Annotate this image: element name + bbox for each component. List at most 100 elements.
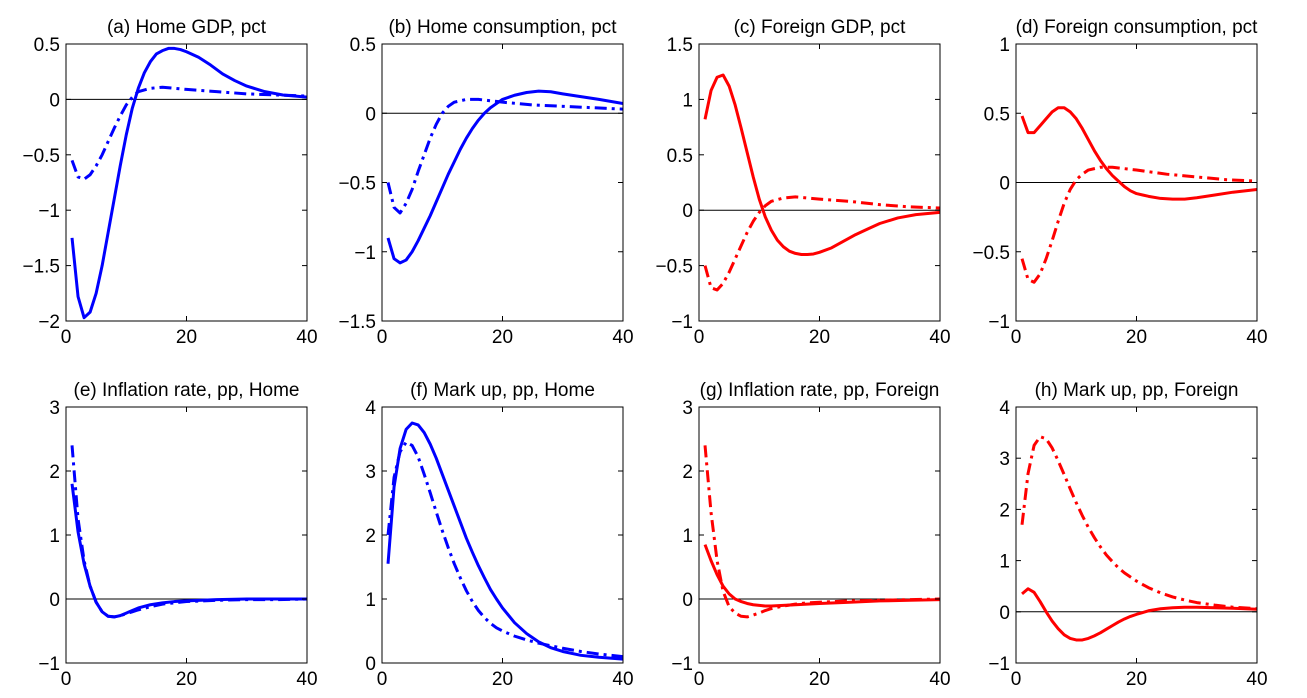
series-line-dashdot xyxy=(70,85,307,181)
x-tick-label: 0 xyxy=(61,327,72,348)
y-tick-label: −1.5 xyxy=(338,312,376,333)
y-tick-label: −1 xyxy=(671,654,693,675)
axes-frame xyxy=(65,43,308,322)
subplot-f: 0 20 40 0 1 2 3 4 (f) Mark up, pp, Home xyxy=(365,380,633,690)
x-tick-label: 40 xyxy=(1246,669,1267,690)
x-tick-label: 40 xyxy=(929,669,950,690)
series-line-solid xyxy=(703,73,940,257)
y-tick-label: 2 xyxy=(999,500,1010,521)
series-line-solid xyxy=(386,89,623,265)
x-tick-label: 20 xyxy=(176,327,197,348)
y-tick-label: −1 xyxy=(988,654,1010,675)
x-tick-label: 40 xyxy=(612,669,633,690)
series-line-solid xyxy=(70,483,307,619)
y-tick-label: 1 xyxy=(999,35,1010,56)
x-tick-label: 20 xyxy=(809,669,830,690)
series-line-dashdot xyxy=(703,195,940,292)
y-tick-label: 1 xyxy=(682,526,693,547)
y-tick-label: 1 xyxy=(999,552,1010,573)
y-tick-label: 0 xyxy=(49,590,60,611)
x-tick-label: 40 xyxy=(1246,327,1267,348)
subplot-c: 0 20 40 −1 −0.5 0 0.5 1 1.5 (c) Foreign GDP, pct xyxy=(655,17,950,348)
y-tick-label: 0 xyxy=(999,603,1010,624)
y-tick-label: 3 xyxy=(999,449,1010,470)
series-line-dashdot xyxy=(386,97,623,215)
x-tick-label: 0 xyxy=(1011,669,1022,690)
subplot-title: (d) Foreign consumption, pct xyxy=(1016,17,1259,38)
y-tick-label: 2 xyxy=(365,526,376,547)
y-tick-label: 1 xyxy=(49,526,60,547)
x-tick-label: 0 xyxy=(377,327,388,348)
subplot-title: (g) Inflation rate, pp, Foreign xyxy=(700,380,940,401)
series-line-solid xyxy=(1020,106,1257,201)
subplot-a: 0 20 40 −2 −1.5 −1 −0.5 0 0.5 (a) Home GDP, pct xyxy=(22,17,317,348)
axes-frame xyxy=(381,43,624,322)
y-tick-label: 4 xyxy=(365,398,376,419)
y-tick-label: 0.5 xyxy=(350,35,376,56)
subplot-title: (a) Home GDP, pct xyxy=(107,17,267,38)
x-tick-label: 20 xyxy=(1126,327,1147,348)
series-line-dashdot xyxy=(1020,435,1257,611)
series-line-solid xyxy=(70,46,307,320)
x-tick-label: 40 xyxy=(929,327,950,348)
axes-frame xyxy=(698,406,941,664)
subplot-b: 0 20 40 −1.5 −1 −0.5 0 0.5 (b) Home consumption,… xyxy=(338,17,633,348)
x-tick-label: 20 xyxy=(492,327,513,348)
y-tick-label: 0 xyxy=(682,590,693,611)
x-tick-label: 0 xyxy=(694,327,705,348)
y-tick-label: −0.5 xyxy=(972,243,1010,264)
y-tick-label: 1 xyxy=(682,90,693,111)
axes-frame xyxy=(65,406,308,664)
x-tick-label: 0 xyxy=(61,669,72,690)
y-tick-label: −1 xyxy=(354,243,376,264)
y-tick-label: −1.5 xyxy=(22,257,60,278)
y-tick-label: −1 xyxy=(38,654,60,675)
subplot-title: (e) Inflation rate, pp, Home xyxy=(74,380,300,401)
y-tick-label: 3 xyxy=(49,398,60,419)
y-tick-label: 2 xyxy=(682,462,693,483)
subplot-title: (b) Home consumption, pct xyxy=(388,17,617,38)
subplot-title: (f) Mark up, pp, Home xyxy=(410,380,595,401)
series-line-dashdot xyxy=(386,440,623,659)
x-tick-label: 20 xyxy=(492,669,513,690)
subplot-title: (c) Foreign GDP, pct xyxy=(734,17,906,38)
axes-frame xyxy=(698,43,941,322)
y-tick-label: 0 xyxy=(365,104,376,125)
y-tick-label: 3 xyxy=(365,462,376,483)
x-tick-label: 0 xyxy=(377,669,388,690)
x-tick-label: 0 xyxy=(1011,327,1022,348)
series-line-dashdot xyxy=(703,445,940,619)
series-line-solid xyxy=(386,421,623,661)
y-tick-label: 0.5 xyxy=(984,104,1010,125)
x-tick-label: 20 xyxy=(176,669,197,690)
axes-frame xyxy=(381,406,624,664)
y-tick-label: 0.5 xyxy=(34,35,60,56)
subplot-d: 0 20 40 −1 −0.5 0 0.5 1 (d) Foreign consumption,… xyxy=(972,17,1267,348)
series-line-dashdot xyxy=(70,445,307,619)
x-tick-label: 20 xyxy=(1126,669,1147,690)
y-tick-label: −2 xyxy=(38,312,60,333)
y-tick-label: −1 xyxy=(671,312,693,333)
series-line-solid xyxy=(1021,587,1257,642)
y-tick-label: 2 xyxy=(49,462,60,483)
y-tick-label: −1 xyxy=(988,312,1010,333)
y-tick-label: 3 xyxy=(682,398,693,419)
y-tick-label: −0.5 xyxy=(338,174,376,195)
x-tick-label: 40 xyxy=(612,327,633,348)
y-tick-label: 4 xyxy=(999,398,1010,419)
y-tick-label: −0.5 xyxy=(655,257,693,278)
series-line-solid xyxy=(703,544,940,608)
y-tick-label: −0.5 xyxy=(22,146,60,167)
y-tick-label: 0 xyxy=(49,90,60,111)
x-tick-label: 40 xyxy=(296,327,317,348)
x-tick-label: 40 xyxy=(296,669,317,690)
subplot-title: (h) Mark up, pp, Foreign xyxy=(1035,380,1239,401)
y-tick-label: 0 xyxy=(999,174,1010,195)
y-tick-label: 1.5 xyxy=(667,35,693,56)
y-tick-label: 0 xyxy=(365,654,376,675)
y-tick-label: 1 xyxy=(365,590,376,611)
y-tick-label: 0 xyxy=(682,201,693,222)
